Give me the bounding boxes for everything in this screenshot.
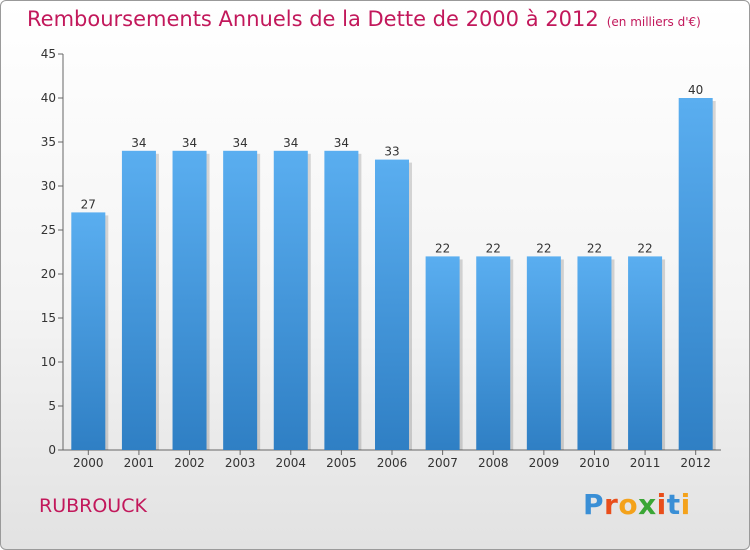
logo-letter: o xyxy=(618,488,639,521)
y-tick-label: 35 xyxy=(41,135,56,149)
logo-letter: r xyxy=(604,488,619,521)
bar-2012 xyxy=(678,98,713,450)
data-label: 22 xyxy=(587,241,602,255)
data-label: 33 xyxy=(384,145,399,159)
bar-2001 xyxy=(121,150,156,451)
data-label: 22 xyxy=(637,241,652,255)
y-tick-label: 15 xyxy=(41,311,56,325)
data-label: 34 xyxy=(334,136,349,150)
x-tick-label: 2011 xyxy=(630,456,661,470)
bar-2010 xyxy=(577,256,612,450)
bar-2000 xyxy=(71,212,106,450)
chart-title-text: Remboursements Annuels de la Dette de 20… xyxy=(27,7,599,31)
labels-layer: 2000 27 2001 34 2002 34 2003 34 2004 34 2005 34 2006… xyxy=(73,83,711,470)
bar-2011 xyxy=(628,256,663,450)
data-label: 34 xyxy=(182,136,197,150)
y-tick-label: 5 xyxy=(48,399,56,413)
data-label: 27 xyxy=(81,197,96,211)
logo-letter: i xyxy=(680,488,691,521)
bar-2006 xyxy=(375,159,409,450)
y-tick-label: 0 xyxy=(48,443,56,457)
bar-2008 xyxy=(476,256,511,450)
y-tick-label: 10 xyxy=(41,355,56,369)
y-tick-label: 40 xyxy=(41,91,56,105)
x-tick-label: 2010 xyxy=(579,456,610,470)
logo-letter: x xyxy=(638,488,657,521)
bar-2007 xyxy=(425,256,460,450)
data-label: 22 xyxy=(486,241,501,255)
axis-layer: 0 5 10 15 20 25 30 35 40 45 xyxy=(41,47,721,457)
x-tick-label: 2003 xyxy=(225,456,256,470)
data-label: 34 xyxy=(283,136,298,150)
bar-2002 xyxy=(172,150,207,451)
y-tick-label: 45 xyxy=(41,47,56,61)
x-tick-label: 2002 xyxy=(174,456,205,470)
logo-letter: t xyxy=(666,488,681,521)
commune-name: RUBROUCK xyxy=(39,495,147,517)
x-tick-label: 2000 xyxy=(73,456,104,470)
x-tick-label: 2008 xyxy=(478,456,509,470)
x-tick-label: 2006 xyxy=(377,456,408,470)
chart-title: Remboursements Annuels de la Dette de 20… xyxy=(27,7,701,31)
x-tick-label: 2005 xyxy=(326,456,357,470)
data-label: 40 xyxy=(688,83,703,97)
x-tick-label: 2012 xyxy=(680,456,711,470)
bar-2004 xyxy=(273,150,308,451)
x-tick-label: 2007 xyxy=(427,456,458,470)
bars-layer xyxy=(71,98,716,451)
unit-label: (en milliers d'€) xyxy=(606,15,701,29)
data-label: 22 xyxy=(536,241,551,255)
data-label: 22 xyxy=(435,241,450,255)
data-label: 34 xyxy=(131,136,146,150)
x-tick-label: 2004 xyxy=(275,456,306,470)
bar-2009 xyxy=(526,256,561,450)
bar-2005 xyxy=(324,150,359,451)
logo-letter: i xyxy=(656,488,667,521)
proxiti-logo: Proxiti xyxy=(583,488,691,521)
data-label: 34 xyxy=(233,136,248,150)
x-tick-label: 2009 xyxy=(529,456,560,470)
logo-letter: P xyxy=(583,488,605,521)
y-tick-label: 25 xyxy=(41,223,56,237)
bar-2003 xyxy=(223,150,258,451)
y-tick-label: 20 xyxy=(41,267,56,281)
y-tick-label: 30 xyxy=(41,179,56,193)
x-tick-label: 2001 xyxy=(124,456,155,470)
